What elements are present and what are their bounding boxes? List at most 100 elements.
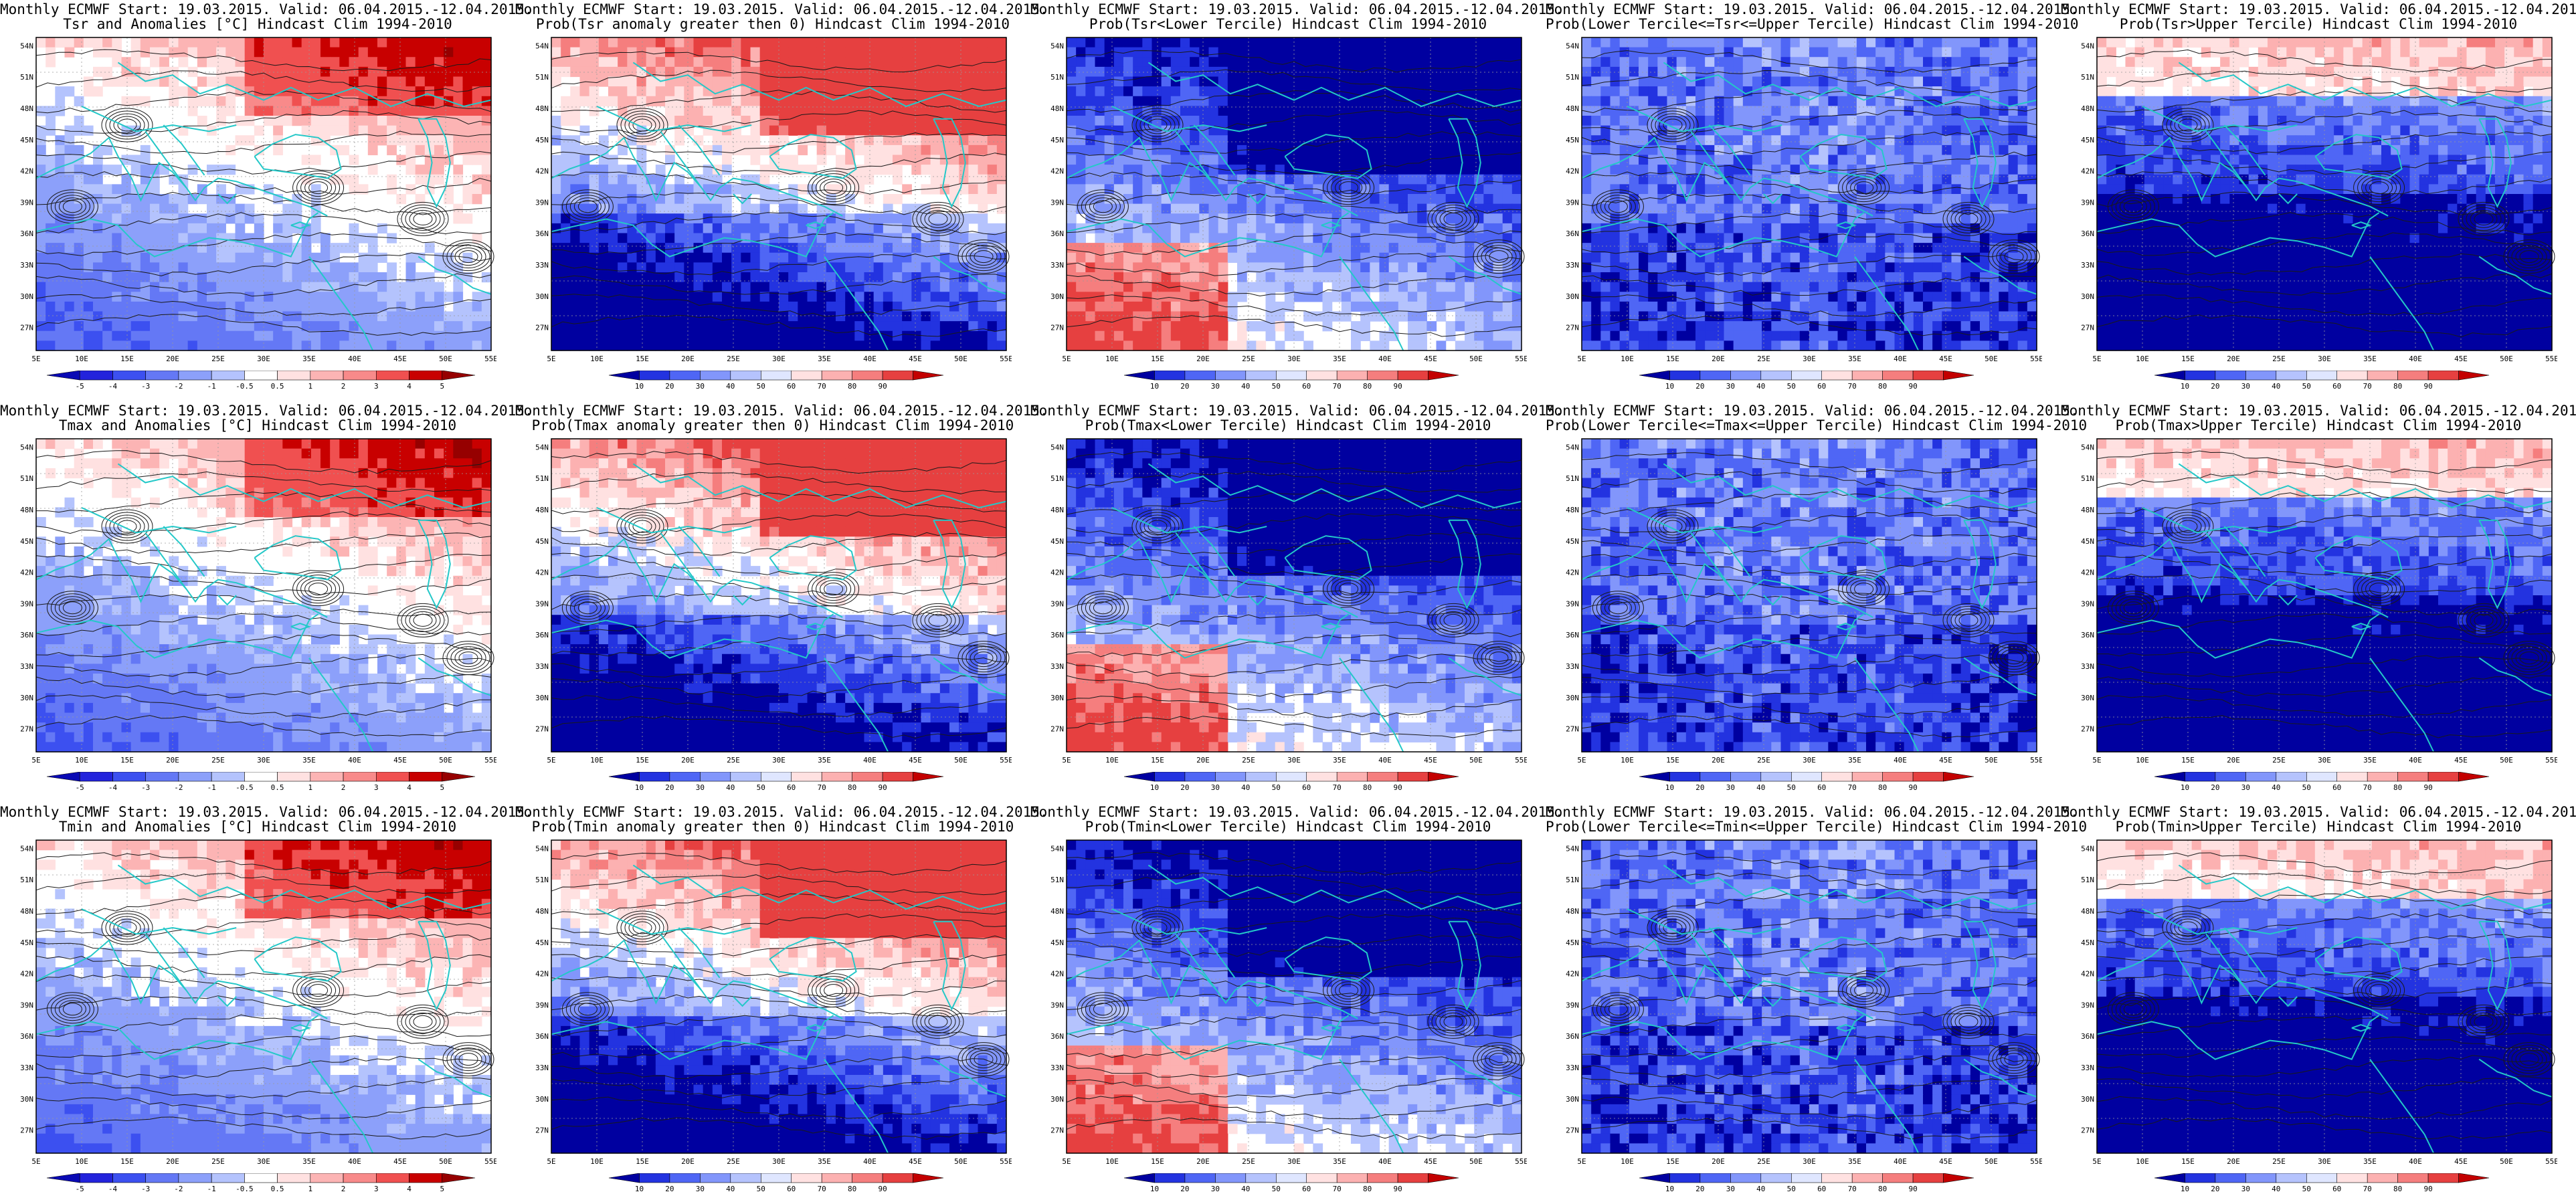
contours: [35, 852, 494, 1140]
colorbar-label: 30: [1726, 382, 1735, 391]
colorbar-label: 20: [1180, 1185, 1189, 1193]
lon-tick-label: 25E: [211, 756, 225, 765]
colorbar-label: 1: [308, 1185, 312, 1193]
panel-tmin-prob-lower: Monthly ECMWF Start: 19.03.2015. Valid: …: [1030, 803, 1564, 1204]
coastlines: [1581, 62, 2037, 351]
lat-tick-label: 48N: [1566, 907, 1579, 916]
colorbar-label: 60: [1817, 382, 1826, 391]
lon-tick-label: 40E: [1378, 1157, 1392, 1166]
colorbar: 10 20 30 40 50 60 70 80 90: [1639, 1173, 1974, 1193]
lat-tick-label: 27N: [1050, 324, 1064, 332]
lat-tick-label: 48N: [20, 506, 33, 514]
lon-tick-label: 40E: [2409, 355, 2422, 363]
colorbar-label: 60: [787, 783, 796, 792]
colorbar-label: 10: [1665, 1185, 1674, 1193]
panel-tmax-anomalies: Monthly ECMWF Start: 19.03.2015. Valid: …: [0, 401, 533, 803]
lon-tick-label: 25E: [727, 1157, 740, 1166]
colorbar-label: 50: [1787, 1185, 1796, 1193]
lat-tick-label: 30N: [1050, 292, 1064, 301]
panel-subtitle: Prob(Tsr<Lower Tercile) Hindcast Clim 19…: [1030, 16, 1546, 32]
lat-tick-label: 45N: [1566, 537, 1579, 546]
lat-tick-label: 51N: [20, 73, 33, 82]
shaded-field: [1582, 37, 2037, 351]
lat-tick-label: 42N: [1050, 569, 1064, 577]
lon-tick-label: 50E: [1469, 1157, 1483, 1166]
colorbar-label: 50: [2302, 783, 2311, 792]
lon-tick-label: 15E: [1666, 756, 1679, 765]
lat-tick-label: 54N: [2081, 443, 2094, 452]
lon-tick-label: 20E: [166, 756, 179, 765]
lon-tick-label: 45E: [1939, 1157, 1952, 1166]
colorbar-label: -2: [174, 382, 183, 391]
panel-title: Monthly ECMWF Start: 19.03.2015. Valid: …: [515, 1, 1048, 17]
lon-tick-label: 25E: [727, 756, 740, 765]
lon-tick-label: 10E: [1621, 355, 1634, 363]
panel-tsr-anomalies: Monthly ECMWF Start: 19.03.2015. Valid: …: [0, 0, 533, 401]
lat-tick-label: 30N: [535, 694, 549, 702]
panel-subtitle: Prob(Lower Tercile<=Tsr<=Upper Tercile) …: [1546, 16, 2079, 32]
colorbar-label: 20: [665, 382, 674, 391]
contours: [35, 450, 494, 736]
lat-tick-label: 45N: [2081, 136, 2094, 144]
colorbar-label: -1: [207, 1185, 216, 1193]
colorbar-label: 4: [407, 783, 411, 792]
colorbar-label: 10: [635, 1185, 644, 1193]
colorbar-label: -5: [76, 783, 84, 792]
lat-tick-label: 42N: [535, 167, 549, 176]
panel-subtitle: Tmin and Anomalies [°C] Hindcast Clim 19…: [0, 819, 515, 835]
lat-tick-label: 36N: [535, 229, 549, 238]
colorbar-label: 20: [665, 1185, 674, 1193]
lat-tick-label: 27N: [535, 1126, 549, 1135]
lon-tick-label: 15E: [2181, 756, 2195, 765]
lon-tick-label: 45E: [1939, 756, 1952, 765]
colorbar-label: 90: [2423, 783, 2432, 792]
colorbar-label: 60: [2332, 382, 2341, 391]
lat-tick-label: 33N: [2081, 1064, 2094, 1072]
lat-tick-label: 48N: [2081, 104, 2094, 113]
lon-tick-label: 25E: [1242, 1157, 1255, 1166]
lat-tick-label: 42N: [2081, 569, 2094, 577]
lat-tick-label: 36N: [1566, 631, 1579, 639]
lon-tick-label: 30E: [2318, 355, 2331, 363]
lat-tick-label: 39N: [2081, 198, 2094, 207]
lon-tick-label: 35E: [1848, 1157, 1861, 1166]
lat-tick-label: 48N: [535, 907, 549, 916]
lon-tick-label: 35E: [302, 756, 316, 765]
lon-tick-label: 15E: [636, 756, 649, 765]
shaded-field: [36, 439, 492, 752]
colorbar-label: 90: [878, 382, 887, 391]
colorbar-label: 30: [696, 1185, 705, 1193]
lon-tick-label: 5E: [2092, 756, 2101, 765]
colorbar-label: 3: [374, 1185, 379, 1193]
panel-subtitle: Prob(Tmax<Lower Tercile) Hindcast Clim 1…: [1030, 417, 1546, 433]
lat-tick-label: 54N: [1050, 443, 1064, 452]
lat-tick-label: 33N: [1050, 662, 1064, 671]
colorbar: 10 20 30 40 50 60 70 80 90: [1123, 371, 1459, 391]
lon-tick-label: 35E: [1333, 1157, 1346, 1166]
lon-tick-label: 15E: [1151, 756, 1164, 765]
map: 54N 51N 48N 45N 42N 39N 36N 33N 30N 27N 5E 10E 15E 20…: [1566, 438, 2042, 765]
lon-tick-label: 20E: [1712, 1157, 1725, 1166]
colorbar-label: 20: [1695, 783, 1704, 792]
lat-tick-label: 36N: [1050, 1032, 1064, 1041]
panel-title: Monthly ECMWF Start: 19.03.2015. Valid: …: [1546, 804, 2079, 820]
lon-tick-label: 20E: [1196, 756, 1210, 765]
colorbar: -5 -4 -3 -2 -1 -0.5 0.5 1 2 3 4 5: [46, 371, 476, 391]
lat-tick-label: 36N: [20, 631, 33, 639]
lat-tick-label: 54N: [535, 443, 549, 452]
lon-tick-label: 30E: [2318, 1157, 2331, 1166]
lon-tick-label: 10E: [2136, 756, 2149, 765]
colorbar-label: 40: [2272, 382, 2280, 391]
colorbar-label: 80: [1878, 783, 1887, 792]
colorbar-label: 30: [2241, 382, 2250, 391]
lon-tick-label: 40E: [1894, 1157, 1907, 1166]
contours: [1066, 451, 1525, 738]
lon-tick-label: 35E: [818, 756, 831, 765]
lon-tick-label: 35E: [1333, 355, 1346, 363]
lat-tick-label: 54N: [535, 41, 549, 50]
contours: [551, 51, 1010, 338]
colorbar-label: 2: [341, 1185, 346, 1193]
contours: [2096, 852, 2555, 1140]
colorbar-label: 70: [2363, 382, 2372, 391]
lat-tick-label: 54N: [1050, 844, 1064, 853]
